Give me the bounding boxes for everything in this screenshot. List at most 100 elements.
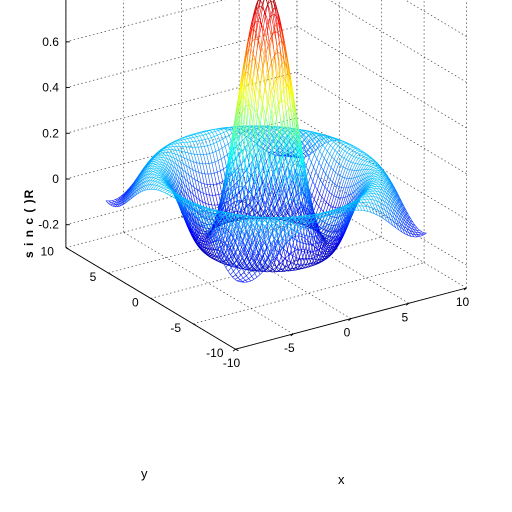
grid-line <box>296 71 467 175</box>
mesh-segment <box>196 151 198 155</box>
mesh-segment <box>329 176 332 180</box>
mesh-segment <box>216 168 218 173</box>
mesh-segment <box>225 155 227 157</box>
mesh-segment <box>256 196 259 200</box>
mesh-segment <box>318 148 320 151</box>
mesh-segment <box>310 150 313 153</box>
mesh-segment <box>200 157 203 161</box>
mesh-segment <box>330 202 333 206</box>
mesh-segment <box>308 172 311 175</box>
mesh-segment <box>320 181 323 183</box>
mesh-segment <box>241 128 243 130</box>
mesh-segment <box>329 167 332 171</box>
mesh-segment <box>227 143 230 147</box>
mesh-segment <box>325 160 327 162</box>
mesh-segment <box>320 163 323 167</box>
mesh-segment <box>225 128 228 130</box>
mesh-segment <box>202 151 204 155</box>
mesh-segment <box>332 170 334 174</box>
mesh-segment <box>316 209 319 213</box>
mesh-segment <box>313 174 316 179</box>
mesh-segment <box>204 173 206 178</box>
mesh-segment <box>292 153 294 156</box>
mesh-segment <box>308 135 311 138</box>
mesh-segment <box>367 155 369 157</box>
mesh-segment <box>210 130 212 132</box>
mesh-segment <box>324 183 327 188</box>
mesh-segment <box>346 169 349 172</box>
mesh-segment <box>307 153 310 156</box>
mesh-segment <box>256 176 258 180</box>
mesh-segment <box>325 173 327 176</box>
mesh-segment <box>337 141 340 143</box>
mesh-segment <box>333 192 336 196</box>
mesh-segment <box>356 154 359 157</box>
mesh-segment <box>327 204 329 208</box>
mesh-segment <box>333 148 335 150</box>
mesh-segment <box>250 161 252 164</box>
mesh-segment <box>319 157 322 161</box>
mesh-segment <box>337 178 340 183</box>
mesh-segment <box>316 189 318 194</box>
mesh-segment <box>312 178 315 182</box>
mesh-segment <box>330 145 332 147</box>
mesh-segment <box>331 168 333 170</box>
mesh-segment <box>294 148 297 150</box>
mesh-segment <box>330 156 333 160</box>
mesh-segment <box>322 183 324 186</box>
mesh-segment <box>314 142 316 145</box>
mesh-segment <box>260 208 262 212</box>
mesh-segment <box>283 147 285 149</box>
mesh-segment <box>316 173 318 175</box>
mesh-segment <box>274 131 276 134</box>
mesh-segment <box>310 140 312 142</box>
mesh-segment <box>290 213 293 216</box>
mesh-segment <box>267 140 269 143</box>
mesh-segment <box>359 155 361 158</box>
mesh-segment <box>271 212 273 215</box>
mesh-segment <box>305 143 307 147</box>
mesh-segment <box>314 154 316 157</box>
mesh-segment <box>197 144 199 148</box>
mesh-segment <box>270 132 272 134</box>
mesh-segment <box>304 154 306 156</box>
mesh-segment <box>291 164 294 168</box>
mesh-segment <box>197 147 200 150</box>
mesh-segment <box>275 127 277 129</box>
mesh-segment <box>199 151 201 155</box>
mesh-segment <box>213 169 215 174</box>
mesh-segment <box>343 149 345 151</box>
mesh-segment <box>221 169 223 171</box>
mesh-segment <box>232 194 234 198</box>
mesh-segment <box>349 167 352 170</box>
mesh-segment <box>316 203 318 205</box>
mesh-segment <box>280 137 282 139</box>
mesh-segment <box>223 153 225 157</box>
mesh-segment <box>332 141 334 144</box>
mesh-segment <box>327 173 330 178</box>
mesh-segment <box>328 179 331 184</box>
mesh-segment <box>213 129 215 131</box>
mesh-segment <box>303 139 305 142</box>
mesh-segment <box>260 158 263 162</box>
mesh-segment <box>327 195 329 200</box>
mesh-segment <box>361 159 364 162</box>
mesh-segment <box>219 148 222 150</box>
mesh-segment <box>207 131 209 133</box>
mesh-segment <box>310 137 312 139</box>
mesh-segment <box>227 132 229 134</box>
mesh-segment <box>247 143 250 147</box>
mesh-segment <box>333 144 336 147</box>
mesh-segment <box>284 190 286 194</box>
mesh-segment <box>329 192 332 194</box>
mesh-segment <box>329 153 331 156</box>
mesh-segment <box>266 130 268 132</box>
mesh-segment <box>329 178 331 180</box>
mesh-segment <box>323 141 326 144</box>
mesh-segment <box>209 181 211 185</box>
mesh-segment <box>226 151 228 155</box>
mesh-segment <box>324 159 327 161</box>
mesh-segment <box>265 197 268 200</box>
grid-line <box>296 186 467 289</box>
mesh-segment <box>324 139 326 141</box>
